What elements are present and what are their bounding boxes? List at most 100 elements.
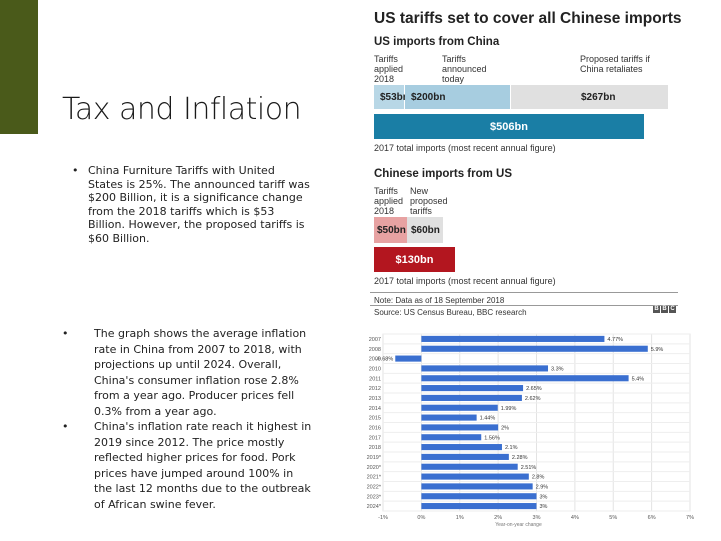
china-segment-applied: $50bn — [374, 217, 407, 243]
chart-category-label: 2020* — [367, 465, 382, 471]
swine-fever-bullet: • China's inflation rate reach it highes… — [62, 419, 312, 512]
inflation-bullet: • The graph shows the average inflation … — [62, 326, 312, 419]
swine-fever-bullet-text: China's inflation rate reach it highest … — [94, 420, 312, 511]
data-note: Note: Data as of 18 September 2018 — [374, 296, 505, 305]
chart-category-label: 2010 — [369, 366, 381, 372]
chart-value-label: 5.4% — [632, 376, 645, 382]
inflation-bullets: • The graph shows the average inflation … — [62, 326, 312, 512]
chart-category-label: 2018 — [369, 445, 381, 451]
bbc-logo-letter: B — [653, 306, 660, 313]
chart-value-label: 2.28% — [512, 455, 528, 461]
chart-bar — [421, 375, 629, 382]
chart-value-label: -0.68% — [376, 357, 394, 363]
chart-x-tick-label: -1% — [378, 515, 388, 521]
us-total-bar: $506bn — [374, 114, 644, 139]
chart-category-label: 2011 — [369, 376, 381, 382]
chart-bar — [421, 434, 482, 441]
china-label-new: New proposed tariffs — [410, 186, 448, 216]
chart-bar — [421, 385, 524, 392]
chart-category-label: 2015 — [369, 416, 381, 422]
chart-category-label: 2014 — [369, 406, 381, 412]
chart-category-label: 2013 — [369, 396, 381, 402]
chart-bar — [421, 345, 648, 352]
chart-value-label: 1.56% — [484, 435, 500, 441]
bbc-logo-letter: B — [661, 306, 668, 313]
chart-bar — [421, 365, 549, 372]
china-footnote: 2017 total imports (most recent annual f… — [374, 276, 556, 286]
tariff-bullet-text: China Furniture Tariffs with United Stat… — [88, 164, 310, 245]
chart-value-label: 3.3% — [551, 366, 564, 372]
chart-value-label: 2.1% — [505, 445, 518, 451]
us-footnote: 2017 total imports (most recent annual f… — [374, 143, 556, 153]
chart-value-label: 3% — [540, 504, 548, 510]
chart-x-tick-label: 3% — [533, 515, 541, 521]
chart-category-label: 2009 — [369, 357, 381, 363]
chart-value-label: 2.51% — [521, 465, 537, 471]
us-segment-announced: $200bn — [405, 85, 510, 109]
chart-value-label: 1.99% — [501, 406, 517, 412]
chart-bar — [421, 503, 537, 510]
inflation-chart: 4.77% 2007 5.9% 2008 -0.68% 2009 3.3% 2010 5.4% 2… — [362, 330, 697, 530]
tariff-infographic: US tariffs set to cover all Chinese impo… — [370, 0, 682, 318]
us-segment-applied: $53bn — [374, 85, 409, 109]
note-divider — [370, 292, 678, 293]
chart-x-tick-label: 4% — [571, 515, 579, 521]
source-divider — [370, 305, 678, 306]
chart-category-label: 2019* — [367, 455, 382, 461]
chart-category-label: 2012 — [369, 386, 381, 392]
chart-category-label: 2017 — [369, 435, 381, 441]
chart-x-tick-label: 6% — [648, 515, 656, 521]
chart-bar — [421, 414, 477, 421]
bullet-mark: • — [62, 327, 69, 340]
chart-category-label: 2023* — [367, 494, 382, 500]
chart-category-label: 2016 — [369, 425, 381, 431]
chart-value-label: 5.9% — [651, 347, 664, 353]
chart-bar — [421, 493, 537, 500]
chart-value-label: 2.62% — [525, 396, 541, 402]
chart-x-tick-label: 1% — [456, 515, 464, 521]
us-imports-heading: US imports from China — [374, 36, 500, 48]
infographic-title: US tariffs set to cover all Chinese impo… — [374, 10, 682, 27]
chart-x-tick-label: 7% — [686, 515, 694, 521]
chart-value-label: 2.9% — [536, 484, 549, 490]
chart-x-axis-label: Year-on-year change — [495, 522, 542, 528]
chart-bar — [421, 444, 502, 451]
chart-bar — [421, 394, 522, 401]
tariff-bullet: • China Furniture Tariffs with United St… — [72, 164, 312, 245]
chart-value-label: 4.77% — [607, 337, 623, 343]
us-label-proposed: Proposed tariffs if China retaliates — [580, 54, 650, 74]
china-total-bar: $130bn — [374, 247, 455, 272]
chart-category-label: 2022* — [367, 484, 382, 490]
chart-x-tick-label: 2% — [494, 515, 502, 521]
china-imports-heading: Chinese imports from US — [374, 168, 513, 180]
bbc-logo: B B C — [653, 306, 676, 313]
chart-x-tick-label: 5% — [609, 515, 617, 521]
chart-bar — [421, 424, 499, 431]
chart-value-label: 2% — [501, 425, 509, 431]
inflation-bar-chart: 4.77% 2007 5.9% 2008 -0.68%2009 3.3% 2010 5.4% 2… — [367, 333, 694, 528]
us-segment-proposed: $267bn — [511, 85, 668, 109]
chart-bar — [421, 473, 529, 480]
chart-bar — [421, 404, 498, 411]
bullet-mark: • — [62, 420, 69, 433]
bbc-logo-letter: C — [669, 306, 676, 313]
data-source: Source: US Census Bureau, BBC research — [374, 308, 527, 317]
chart-bar — [421, 483, 533, 490]
slide-title: Tax and Inflation — [62, 92, 302, 127]
inflation-bullet-text: The graph shows the average inflation ra… — [94, 327, 307, 418]
bullet-mark: • — [72, 164, 79, 177]
china-segment-new: $60bn — [407, 217, 443, 243]
title-accent-bar — [0, 0, 38, 134]
us-label-announced: Tariffs announced today — [442, 54, 487, 84]
chart-value-label: 2.65% — [526, 386, 542, 392]
chart-value-label: 3% — [540, 494, 548, 500]
chart-value-label: 1.44% — [480, 416, 496, 422]
chart-x-tick-label: 0% — [417, 515, 425, 521]
chart-bar — [421, 335, 605, 342]
chart-category-label: 2024* — [367, 504, 382, 510]
chart-category-label: 2021* — [367, 475, 382, 481]
china-label-applied: Tariffs applied 2018 — [374, 186, 404, 216]
chart-category-label: 2007 — [369, 337, 381, 343]
chart-category-label: 2008 — [369, 347, 381, 353]
us-label-applied: Tariffs applied 2018 — [374, 54, 404, 84]
